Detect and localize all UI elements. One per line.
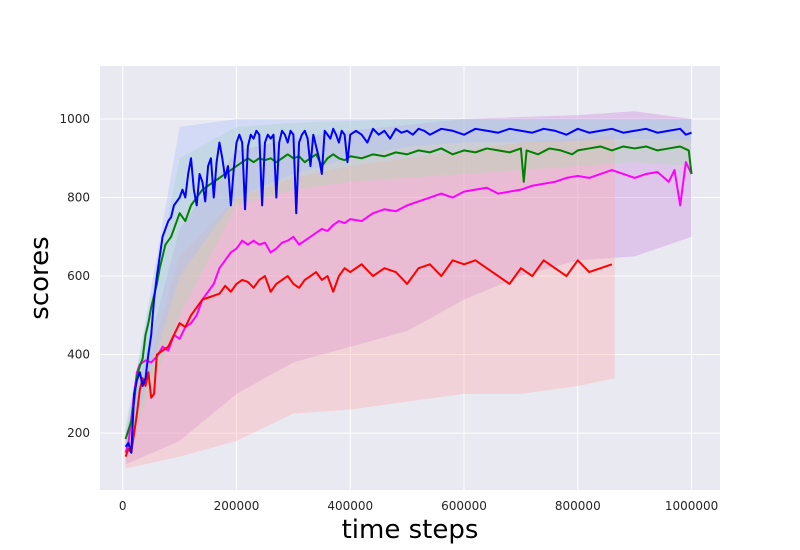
series-1-band [125, 134, 615, 469]
series-1-line [124, 259, 613, 457]
y-tick-label: 400 [67, 348, 90, 362]
y-tick-label: 1000 [59, 112, 90, 126]
y-tick-label: 600 [67, 269, 90, 283]
y-axis-ticks: 200 400 600 800 1000 [59, 112, 90, 440]
plot-background [100, 66, 720, 490]
series-3-band [125, 119, 692, 457]
x-tick-label: 600000 [441, 499, 487, 513]
x-axis-title: time steps [342, 515, 479, 545]
series-3-line [124, 127, 692, 454]
y-axis-title: scores [25, 236, 55, 319]
x-tick-label: 400000 [327, 499, 373, 513]
x-tick-label: 1000000 [665, 499, 718, 513]
series-lines [124, 127, 693, 457]
y-tick-label: 200 [67, 426, 90, 440]
x-tick-label: 200000 [214, 499, 260, 513]
series-0-band [125, 111, 692, 465]
x-axis-ticks: 0 200000 400000 600000 800000 1000000 [119, 499, 718, 513]
x-tick-label: 0 [119, 499, 127, 513]
x-tick-label: 800000 [555, 499, 601, 513]
series-2-line [124, 145, 693, 440]
series-0-line [124, 161, 693, 453]
series-2-band [125, 119, 692, 453]
y-tick-label: 800 [67, 191, 90, 205]
confidence-bands [125, 111, 692, 469]
